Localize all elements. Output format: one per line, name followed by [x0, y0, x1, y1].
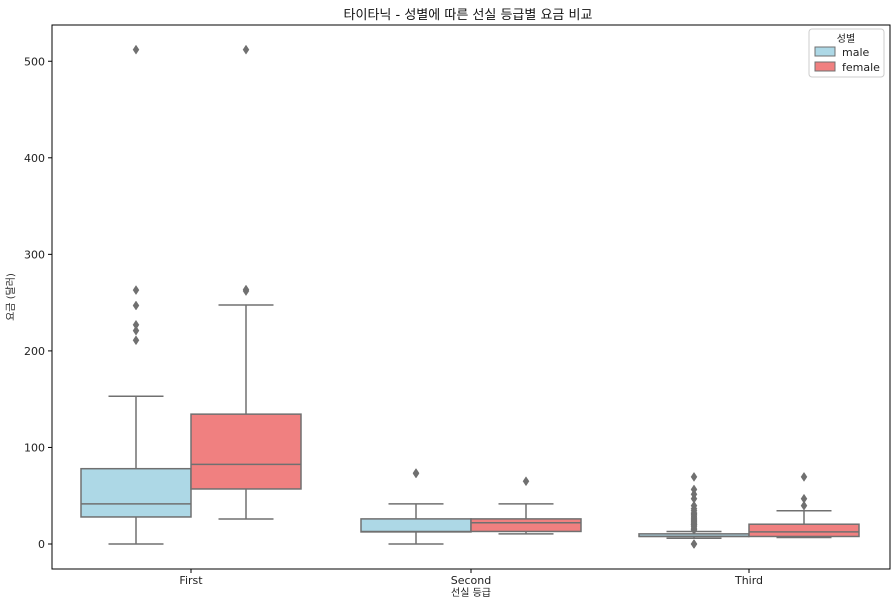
box-male-first	[80, 467, 192, 518]
y-tick-label: 200	[24, 345, 45, 358]
box-female-third	[748, 523, 860, 538]
outlier-point	[132, 300, 140, 311]
chart-title: 타이타닉 - 성별에 따른 선실 등급별 요금 비교	[344, 8, 593, 23]
legend-label-female: female	[842, 61, 880, 74]
legend-label-male: male	[842, 46, 870, 59]
y-tick-label: 500	[24, 55, 45, 68]
y-axis-label: 요금 (달러)	[5, 273, 17, 321]
outlier-point	[800, 493, 808, 504]
outlier-point	[800, 500, 808, 511]
outlier-point	[132, 319, 140, 330]
box-female-first	[190, 413, 302, 490]
box-female-second	[470, 518, 582, 533]
box-male-second	[360, 518, 472, 533]
plot-area	[80, 44, 860, 549]
outlier-point	[690, 484, 698, 495]
outlier-point	[132, 325, 140, 336]
y-tick-label: 300	[24, 248, 45, 261]
y-tick-label: 400	[24, 152, 45, 165]
outlier-point	[132, 335, 140, 346]
outlier-point	[690, 471, 698, 482]
legend-items: male female	[814, 46, 880, 74]
x-axis-label: 선실 등급	[451, 587, 491, 599]
x-tick-label: Third	[734, 574, 763, 587]
outlier-point	[132, 285, 140, 296]
outlier-point	[690, 500, 698, 511]
x-tick-label: First	[179, 574, 203, 587]
outlier-point	[242, 284, 250, 295]
legend-swatch-female	[814, 61, 836, 72]
outlier-point	[412, 468, 420, 478]
y-tick-label: 0	[38, 538, 45, 551]
outlier-point	[800, 471, 808, 482]
legend: 성별 male female	[808, 28, 885, 78]
legend-title: 성별	[837, 33, 855, 45]
outlier-point	[242, 44, 250, 55]
outlier-point	[132, 44, 140, 55]
outlier-point	[522, 476, 530, 487]
axes: 0 100 200 300 400 500 First Second Third	[24, 55, 763, 587]
x-tick-label: Second	[451, 574, 491, 587]
y-tick-label: 100	[24, 441, 45, 454]
outlier-point	[690, 539, 698, 549]
legend-swatch-male	[814, 46, 836, 57]
